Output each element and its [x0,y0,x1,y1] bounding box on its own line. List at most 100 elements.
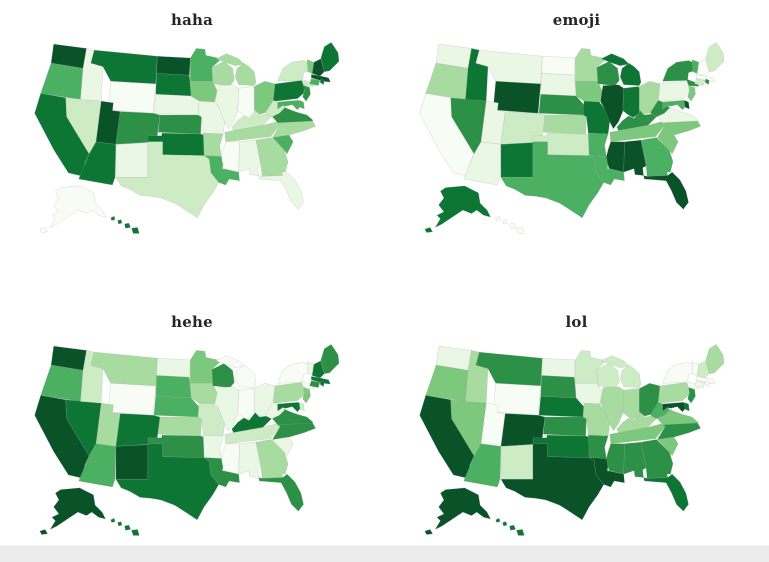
state-ga [255,439,289,479]
state-sd [539,375,576,399]
state-ma [695,376,716,385]
map-title-haha: haha [170,11,214,29]
map-title-hehe: hehe [171,313,213,331]
state-nh [311,360,325,379]
state-or [425,62,468,100]
state-fl [642,473,689,512]
state-nd [156,358,191,378]
map-panel-emoji: emoji [384,0,769,280]
state-nd [540,358,575,378]
state-il [215,84,239,130]
state-ar [587,132,608,157]
state-nh [696,360,709,379]
state-nh [311,58,325,77]
state-mi [619,364,641,388]
state-wi [211,363,235,388]
state-or [40,364,84,402]
state-ms [605,443,625,475]
state-me [320,344,340,374]
us-map-svg-haha [34,42,340,234]
state-wi [596,363,620,388]
state-mi [235,364,257,388]
state-ma [311,376,331,385]
state-hi [124,222,131,229]
state-pa [657,382,690,404]
map-title-lol: lol [565,313,588,331]
state-nj [302,85,311,102]
state-ar [203,434,224,459]
state-ga [640,439,673,479]
state-il [215,386,239,432]
state-fl [642,171,689,210]
state-hi [131,227,140,234]
state-hi [515,529,524,536]
state-nj [686,387,696,404]
state-or [40,62,84,100]
state-nj [302,387,311,404]
state-hi [110,215,116,221]
state-hi [131,529,140,536]
state-hi [495,215,500,221]
state-sd [155,73,192,97]
map-panel-hehe: hehe [0,280,384,562]
state-nd [156,56,191,76]
state-ms [221,443,240,475]
state-wi [596,61,620,86]
state-ak [424,529,433,535]
map-panel-haha: haha [0,0,384,280]
state-hi [117,219,123,225]
state-ma [311,74,331,83]
state-nc [656,119,701,138]
state-ri [704,380,709,387]
state-ia [574,383,602,405]
state-nm [115,444,149,480]
state-ak [50,487,106,530]
state-ak [434,185,491,228]
state-ak [434,487,491,530]
us-map-svg-lol [418,344,724,536]
state-ct [693,78,705,86]
state-ri [319,78,325,85]
state-hi [495,517,500,523]
us-map-svg-hehe [34,344,340,536]
state-de [683,402,690,412]
state-ar [203,132,224,157]
state-me [320,42,340,72]
state-wi [211,61,235,86]
state-wy [492,383,541,416]
state-de [683,100,690,110]
state-ks [542,416,587,437]
state-ne [538,94,584,116]
state-nh [696,58,709,77]
state-ga [640,137,673,177]
us-choropleth-haha [26,32,358,240]
state-pa [657,80,690,102]
state-mi [216,355,245,368]
state-nc [272,119,316,138]
state-ms [221,141,240,173]
state-wy [107,81,156,114]
state-ak [50,185,106,228]
state-ak [424,227,433,233]
state-ri [319,380,325,387]
state-ct [309,78,321,86]
state-mi [235,62,257,86]
us-choropleth-lol [411,334,743,542]
state-nm [500,444,533,480]
state-fl [258,171,304,210]
state-il [599,386,624,432]
state-ct [693,380,705,388]
state-ct [309,380,321,388]
state-il [599,84,624,130]
us-choropleth-emoji [411,32,743,240]
state-me [705,42,724,72]
state-ri [704,78,709,85]
state-ks [542,114,587,135]
us-map-svg-emoji [418,42,724,234]
state-mi [216,53,245,66]
window-bottom-strip [0,545,769,562]
state-mi [600,355,629,368]
state-ar [587,434,608,459]
state-hi [508,222,516,229]
state-ia [190,383,218,405]
